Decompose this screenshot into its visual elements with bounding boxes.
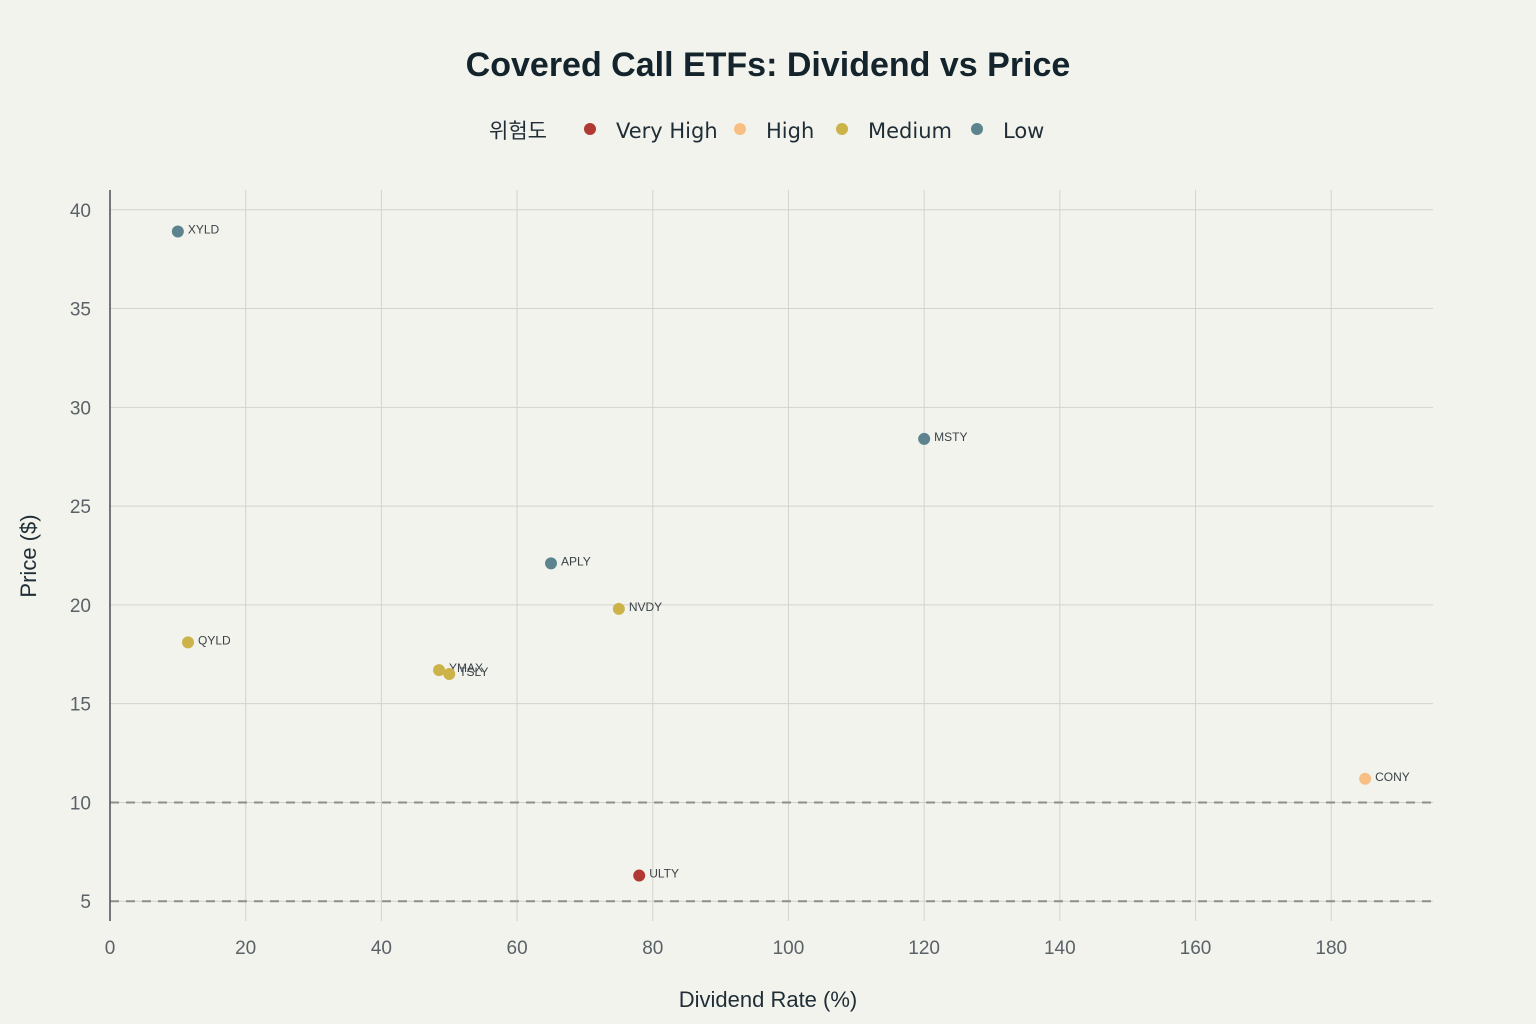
legend-marker xyxy=(971,123,983,135)
legend-marker xyxy=(584,123,596,135)
data-point xyxy=(171,225,184,238)
data-point xyxy=(182,636,195,649)
data-label: XYLD xyxy=(188,222,220,236)
reference-lines xyxy=(110,801,1433,903)
legend-label: Low xyxy=(1003,119,1044,143)
chart-title: Covered Call ETFs: Dividend vs Price xyxy=(466,46,1071,84)
x-tick-label: 100 xyxy=(773,938,805,959)
x-tick-label: 20 xyxy=(235,938,256,959)
x-axis-title: Dividend Rate (%) xyxy=(679,987,858,1012)
data-label: YMAX xyxy=(449,661,483,675)
legend-marker xyxy=(836,123,848,135)
data-point xyxy=(918,432,931,445)
data-label: MSTY xyxy=(934,430,967,444)
data-point xyxy=(443,668,456,681)
data-point xyxy=(1359,772,1372,785)
legend-label: Very High xyxy=(616,119,718,143)
data-point xyxy=(633,869,646,882)
legend: 위험도 Very High High Medium Low xyxy=(489,119,1044,143)
y-tick-label: 30 xyxy=(70,398,91,419)
x-tick-label: 160 xyxy=(1180,938,1212,959)
data-point xyxy=(612,602,625,615)
data-label: APLY xyxy=(561,554,591,568)
legend-marker xyxy=(734,123,746,135)
y-axis-title: Price ($) xyxy=(16,514,41,597)
data-label: QYLD xyxy=(198,633,231,647)
legend-title: 위험도 xyxy=(489,119,547,143)
x-tick-label: 40 xyxy=(371,938,392,959)
y-tick-label: 20 xyxy=(70,596,91,617)
x-tick-label: 60 xyxy=(507,938,528,959)
legend-label: Medium xyxy=(868,119,952,143)
legend-label: High xyxy=(766,119,814,143)
y-tick-label: 25 xyxy=(70,497,91,518)
x-tick-label: 0 xyxy=(105,938,116,959)
y-tick-label: 15 xyxy=(70,695,91,716)
y-tick-label: 10 xyxy=(70,793,91,814)
data-label: NVDY xyxy=(629,600,662,614)
data-label: TSLY xyxy=(459,665,488,679)
tick-labels: 0 20 40 60 80 100 120 140 160 180 5 10 15 20 25 30 35 40 xyxy=(70,201,1347,959)
data-point xyxy=(545,557,557,570)
grid xyxy=(110,190,1433,921)
y-tick-label: 5 xyxy=(80,892,91,913)
y-tick-label: 35 xyxy=(70,300,91,321)
x-tick-label: 140 xyxy=(1044,938,1076,959)
x-tick-label: 120 xyxy=(908,938,940,959)
x-tick-label: 80 xyxy=(642,938,663,959)
y-tick-label: 40 xyxy=(70,201,91,222)
data-label: CONY xyxy=(1375,770,1410,784)
data-point xyxy=(433,664,446,677)
x-tick-label: 180 xyxy=(1315,938,1347,959)
data-label: ULTY xyxy=(649,867,679,881)
